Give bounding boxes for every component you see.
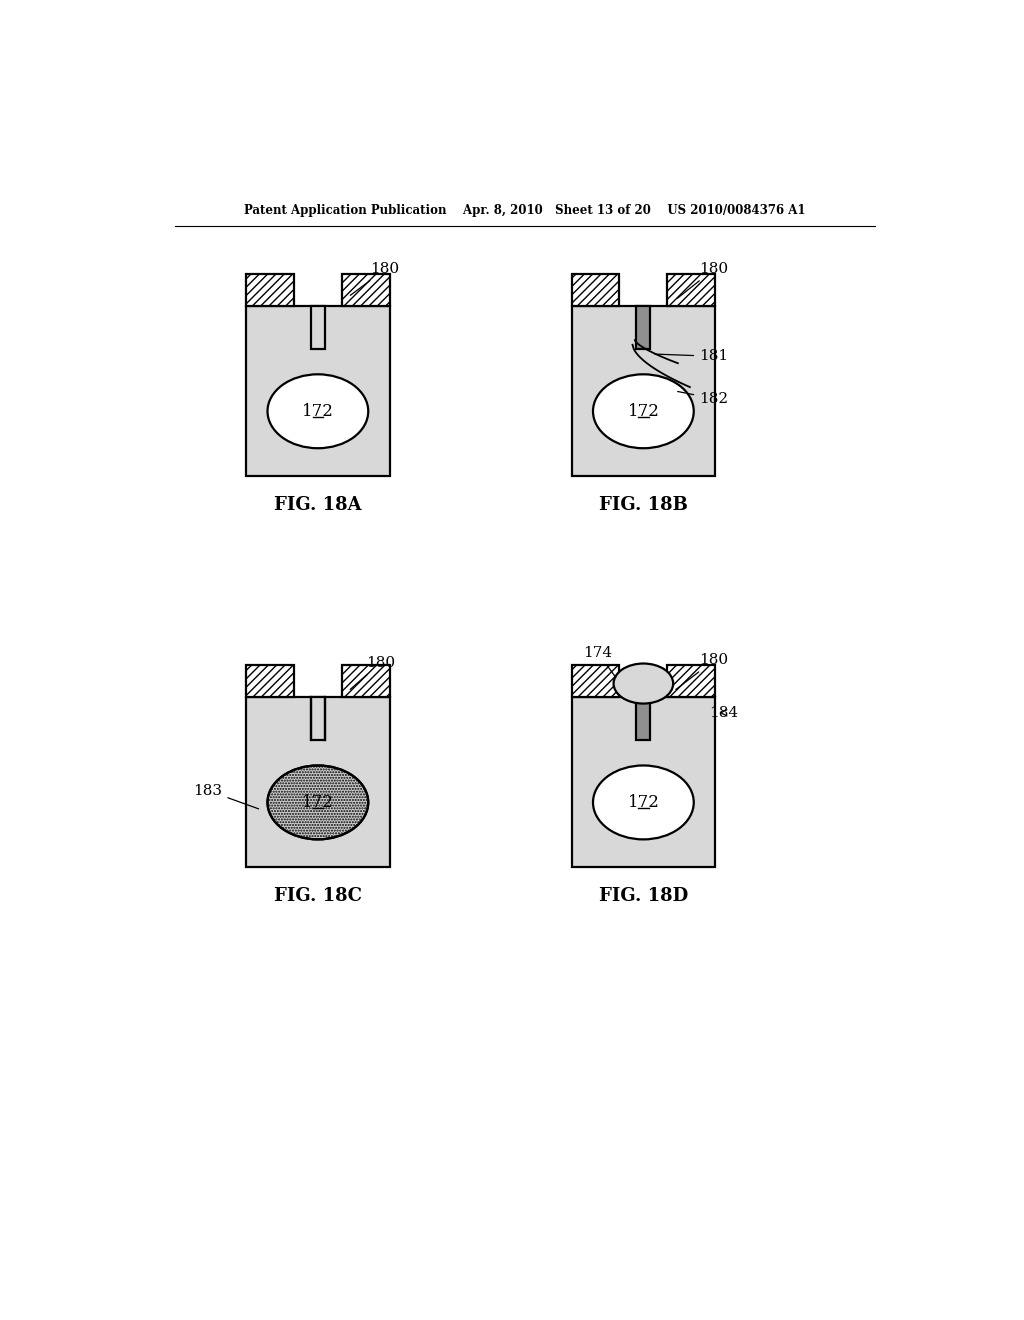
Text: 180: 180 bbox=[350, 263, 399, 296]
Bar bbox=[571, 697, 715, 867]
Ellipse shape bbox=[267, 375, 369, 449]
Bar bbox=[668, 275, 715, 306]
Ellipse shape bbox=[613, 664, 673, 704]
Bar bbox=[636, 697, 650, 739]
Bar bbox=[246, 665, 294, 697]
Text: 174: 174 bbox=[584, 645, 615, 677]
Ellipse shape bbox=[267, 766, 369, 840]
Text: FIG. 18A: FIG. 18A bbox=[274, 496, 361, 513]
Text: 180: 180 bbox=[350, 656, 395, 689]
Ellipse shape bbox=[593, 375, 693, 449]
Text: 180: 180 bbox=[676, 653, 728, 689]
Text: 180: 180 bbox=[677, 263, 728, 298]
Text: 184: 184 bbox=[710, 706, 738, 719]
Text: 172: 172 bbox=[302, 403, 334, 420]
Bar bbox=[246, 306, 389, 475]
Text: 172: 172 bbox=[628, 793, 659, 810]
Bar bbox=[246, 697, 389, 867]
Text: FIG. 18D: FIG. 18D bbox=[599, 887, 688, 906]
Text: 172: 172 bbox=[628, 403, 659, 420]
Bar bbox=[571, 665, 620, 697]
Bar bbox=[342, 665, 389, 697]
Ellipse shape bbox=[593, 766, 693, 840]
Bar bbox=[571, 306, 715, 475]
Text: 172: 172 bbox=[302, 793, 334, 810]
Bar bbox=[668, 665, 715, 697]
Text: 183: 183 bbox=[194, 784, 259, 809]
Text: 182: 182 bbox=[678, 392, 728, 405]
Text: 181: 181 bbox=[654, 350, 728, 363]
Text: Patent Application Publication    Apr. 8, 2010   Sheet 13 of 20    US 2010/00843: Patent Application Publication Apr. 8, 2… bbox=[244, 205, 806, 218]
Bar bbox=[342, 275, 389, 306]
Bar bbox=[636, 306, 650, 348]
Text: FIG. 18C: FIG. 18C bbox=[273, 887, 361, 906]
Bar bbox=[311, 697, 325, 739]
Bar bbox=[246, 275, 294, 306]
Text: FIG. 18B: FIG. 18B bbox=[599, 496, 688, 513]
Bar bbox=[571, 275, 620, 306]
Bar bbox=[311, 306, 325, 348]
